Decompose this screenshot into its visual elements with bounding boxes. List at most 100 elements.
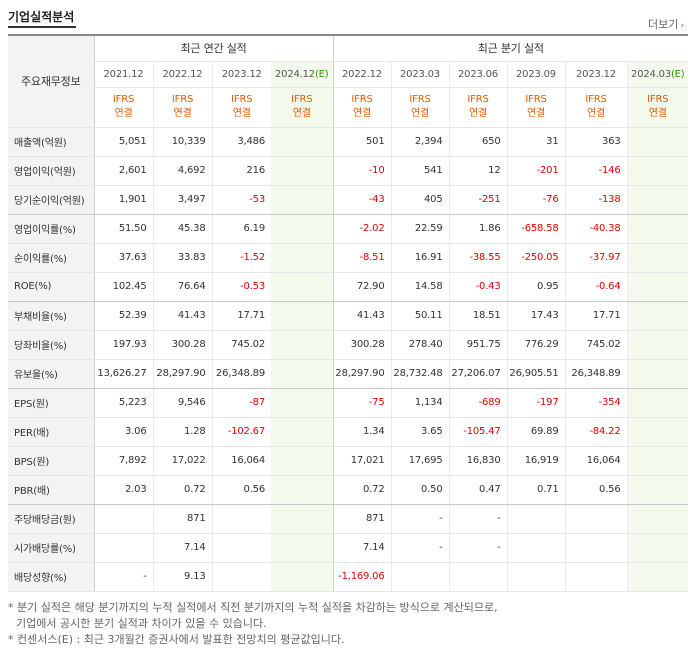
annual-value-cell <box>211 533 271 563</box>
annual-value-cell: 52.39 <box>93 301 153 331</box>
quarterly-value-cell: 871 <box>332 504 391 534</box>
row-label: 매출액(억원) <box>8 127 95 157</box>
table-row: 매출액(억원) 5,051 10,339 3,486 501 2,394 650 31 363 <box>8 127 689 157</box>
quarterly-value-cell: -250.05 <box>506 243 565 273</box>
quarterly-value-cell: 17,695 <box>390 446 449 476</box>
annual-value-cell: 0.56 <box>211 475 271 505</box>
quarterly-value-cell <box>626 185 689 215</box>
row-label: 당기순이익(억원) <box>8 185 95 215</box>
period-label: 2024.03 <box>631 68 671 80</box>
annual-value-cell: 5,223 <box>93 388 153 418</box>
table-row: 영업이익(억원) 2,601 4,692 216 -10 541 12 -201 -146 <box>8 156 689 186</box>
footnotes: * 분기 실적은 해당 분기까지의 누적 실적에서 직전 분기까지의 누적 실적… <box>8 600 688 648</box>
annual-value-cell: 37.63 <box>93 243 153 273</box>
footnote-3: * 컨센서스(E) : 최근 3개월간 증권사에서 발표한 전망치의 평균값입니… <box>8 633 345 646</box>
annual-value-cell <box>271 446 334 476</box>
quarterly-value-cell <box>626 359 689 389</box>
basis-scope: 연결 <box>527 108 545 119</box>
quarterly-value-cell: 1,134 <box>390 388 449 418</box>
basis-standard: IFRS <box>112 94 135 105</box>
quarterly-value-cell <box>626 301 689 331</box>
annual-value-cell <box>271 417 334 447</box>
annual-value-cell <box>271 504 334 534</box>
table-row: 유보율(%) 13,626.27 28,297.90 26,348.89 28,297.… <box>8 359 689 389</box>
annual-value-cell <box>271 185 334 215</box>
annual-value-cell: 1.28 <box>152 417 212 447</box>
quarterly-period-header: 2022.12 <box>332 61 391 88</box>
accounting-basis-header: IFRS 연결 <box>211 87 271 128</box>
basis-standard: IFRS <box>409 94 431 105</box>
quarterly-value-cell <box>564 562 627 592</box>
quarterly-value-cell: 69.89 <box>506 417 565 447</box>
quarterly-value-cell: - <box>390 504 449 534</box>
row-label: 유보율(%) <box>8 359 95 389</box>
table-row: 시가배당률(%) 7.14 7.14- - <box>8 533 689 563</box>
annual-value-cell: 7.14 <box>152 533 212 563</box>
basis-scope: 연결 <box>353 108 371 119</box>
annual-value-cell: 10,339 <box>152 127 212 157</box>
quarterly-value-cell: 0.56 <box>564 475 627 505</box>
period-label: 2023.09 <box>516 68 556 80</box>
quarterly-period-header: 2023.06 <box>448 61 507 88</box>
quarterly-value-cell <box>506 504 565 534</box>
annual-value-cell <box>271 475 334 505</box>
quarterly-value-cell <box>626 214 689 244</box>
table-row: 순이익률(%) 37.63 33.83 -1.52 -8.51 16.91 -38.55 -2… <box>8 243 689 273</box>
annual-value-cell: 17,022 <box>152 446 212 476</box>
annual-value-cell: 13,626.27 <box>93 359 153 389</box>
quarterly-value-cell: 0.95 <box>506 272 565 302</box>
quarterly-value-cell: 2,394 <box>390 127 449 157</box>
table-row: PER(배) 3.06 1.28 -102.67 1.34 3.65 -105.47 69.8… <box>8 417 689 447</box>
quarterly-period-header: 2023.09 <box>506 61 565 88</box>
quarterly-value-cell: 278.40 <box>390 330 449 360</box>
annual-value-cell: 5,051 <box>93 127 153 157</box>
accounting-basis-header: IFRS 연결 <box>626 87 689 128</box>
quarterly-value-cell: -354 <box>564 388 627 418</box>
table-row: PBR(배) 2.03 0.72 0.56 0.72 0.50 0.47 0.71 0.56 <box>8 475 689 505</box>
quarterly-value-cell: 745.02 <box>564 330 627 360</box>
annual-value-cell: -102.67 <box>211 417 271 447</box>
quarterly-value-cell: 776.29 <box>506 330 565 360</box>
annual-period-header: 2023.12 <box>211 61 271 88</box>
quarterly-value-cell <box>626 388 689 418</box>
row-label: 부채비율(%) <box>8 301 95 331</box>
annual-value-cell: -87 <box>211 388 271 418</box>
quarterly-value-cell <box>626 562 689 592</box>
annual-value-cell: 2,601 <box>93 156 153 186</box>
annual-value-cell: 197.93 <box>93 330 153 360</box>
annual-value-cell <box>271 301 334 331</box>
quarterly-value-cell: 650 <box>448 127 507 157</box>
row-label: 영업이익(억원) <box>8 156 95 186</box>
quarterly-value-cell: 363 <box>564 127 627 157</box>
annual-value-cell: 2.03 <box>93 475 153 505</box>
quarterly-value-cell: 17.71 <box>564 301 627 331</box>
quarterly-value-cell <box>626 127 689 157</box>
period-label: 2022.12 <box>342 68 382 80</box>
quarterly-value-cell: 17,021 <box>332 446 391 476</box>
annual-value-cell: 28,297.90 <box>152 359 212 389</box>
table-row: ROE(%) 102.45 76.64 -0.53 72.90 14.58 -0.43 0.9… <box>8 272 689 302</box>
basis-scope: 연결 <box>173 108 192 119</box>
basis-standard: IFRS <box>467 94 489 105</box>
annual-value-cell: 1,901 <box>93 185 153 215</box>
table-row: BPS(원) 7,892 17,022 16,064 17,021 17,695 16,83… <box>8 446 689 476</box>
accounting-basis-header: IFRS 연결 <box>564 87 627 128</box>
quarterly-value-cell: 1.34 <box>332 417 391 447</box>
annual-period-header: 2024.12(E) <box>271 61 334 88</box>
quarterly-value-cell: 26,348.89 <box>564 359 627 389</box>
quarterly-value-cell: -8.51 <box>332 243 391 273</box>
annual-value-cell: 3,497 <box>152 185 212 215</box>
annual-value-cell: 3,486 <box>211 127 271 157</box>
quarterly-value-cell <box>626 504 689 534</box>
table-row: 당기순이익(억원) 1,901 3,497 -53 -43 405 -251 -76 -138 <box>8 185 689 215</box>
footnote-2: 기업에서 공시한 분기 실적과 차이가 있을 수 있습니다. <box>16 617 267 630</box>
annual-value-cell <box>271 272 334 302</box>
annual-value-cell: 0.72 <box>152 475 212 505</box>
annual-value-cell <box>271 359 334 389</box>
quarterly-value-cell: 1.86 <box>448 214 507 244</box>
basis-standard: IFRS <box>351 94 373 105</box>
table-row: 배당성향(%) -9.13 -1,169.06 <box>8 562 689 592</box>
annual-value-cell: 17.71 <box>211 301 271 331</box>
more-link[interactable]: 더보기 › <box>648 16 684 32</box>
annual-value-cell <box>93 504 153 534</box>
